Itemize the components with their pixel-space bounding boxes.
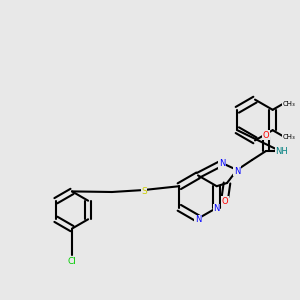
Text: N: N — [219, 160, 225, 169]
Text: S: S — [141, 187, 147, 196]
Text: CH₃: CH₃ — [283, 134, 295, 140]
Text: Cl: Cl — [68, 257, 76, 266]
Text: O: O — [222, 196, 228, 206]
Text: N: N — [214, 204, 220, 213]
Text: O: O — [263, 130, 269, 140]
Text: CH₃: CH₃ — [283, 100, 295, 106]
Text: N: N — [195, 215, 201, 224]
Text: NH: NH — [275, 148, 288, 157]
Text: N: N — [234, 167, 240, 176]
